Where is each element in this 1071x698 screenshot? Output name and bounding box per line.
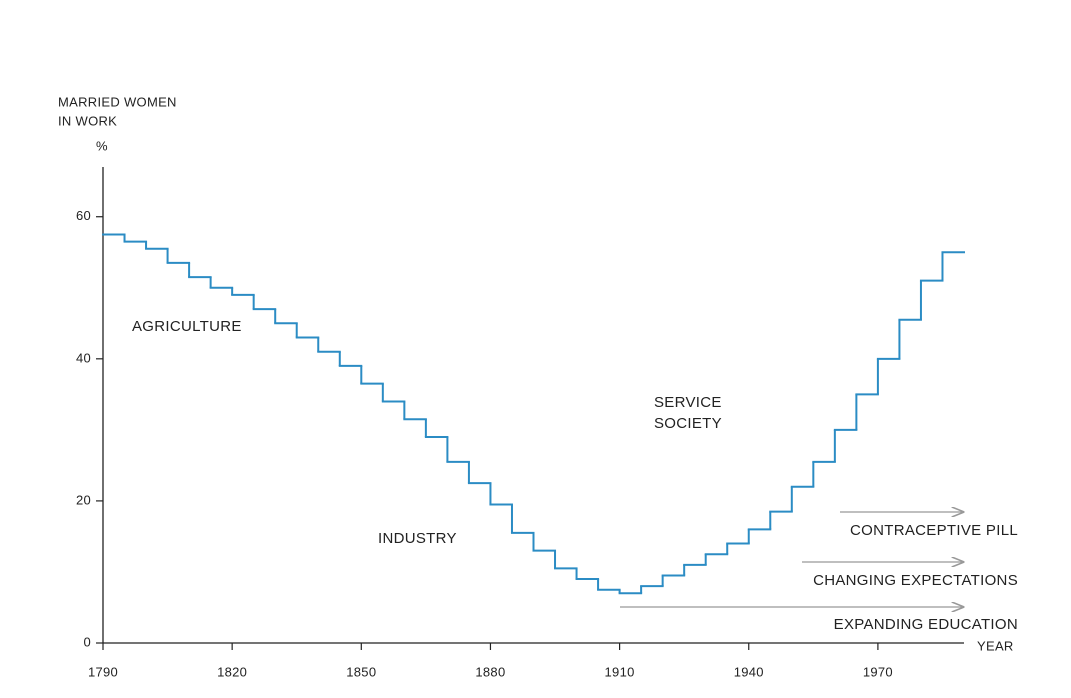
- y-unit: %: [96, 138, 108, 153]
- x-tick-label: 1940: [734, 664, 764, 679]
- driver-label: CONTRACEPTIVE PILL: [850, 522, 1018, 539]
- y-label: MARRIED WOMEN: [58, 94, 177, 109]
- driver-label: CHANGING EXPECTATIONS: [813, 572, 1018, 589]
- y-tick-label: 0: [83, 634, 91, 649]
- y-tick-label: 40: [76, 350, 91, 365]
- y-tick-label: 20: [76, 492, 91, 507]
- annotation: AGRICULTURE: [132, 318, 242, 335]
- x-tick-label: 1790: [88, 664, 118, 679]
- driver-label: EXPANDING EDUCATION: [834, 616, 1018, 633]
- x-tick-label: 1970: [863, 664, 893, 679]
- x-tick-label: 1910: [605, 664, 635, 679]
- y-label: IN WORK: [58, 113, 117, 128]
- x-label: YEAR: [977, 638, 1014, 653]
- x-tick-label: 1880: [475, 664, 505, 679]
- x-tick-label: 1820: [217, 664, 247, 679]
- y-tick-label: 60: [76, 208, 91, 223]
- annotation: INDUSTRY: [378, 530, 457, 547]
- x-tick-label: 1850: [346, 664, 376, 679]
- annotation: SOCIETY: [654, 415, 722, 432]
- annotation: SERVICE: [654, 394, 722, 411]
